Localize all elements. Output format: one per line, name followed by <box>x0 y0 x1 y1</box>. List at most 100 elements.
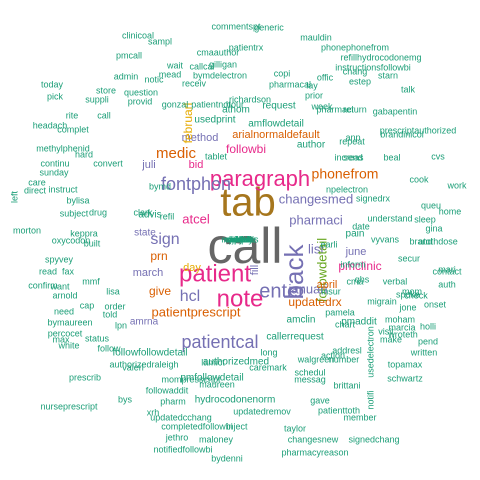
word-patient: patient <box>179 260 251 287</box>
word-pharmaci: pharmaci <box>289 212 343 227</box>
word-subject: subject <box>60 208 89 218</box>
word-methylphenid: methylphenid <box>36 143 90 153</box>
word-qhs: qhs <box>355 274 370 284</box>
word-mari: mari <box>438 264 456 274</box>
word-pharmacal: pharmacal <box>269 79 311 89</box>
word-june: june <box>345 246 367 258</box>
word-pmaddit: pmaddit <box>341 317 377 328</box>
word-patienttoth: patienttoth <box>318 405 360 415</box>
word-cmaauthor: cmaauthor <box>197 47 240 57</box>
word-pmfollowdetail: pmfollowdetail <box>180 373 243 384</box>
word-told: told <box>103 309 118 319</box>
word-patientrx: patientrx <box>229 42 264 52</box>
word-left: left <box>9 191 19 204</box>
word-mauldin: mauldin <box>300 32 332 42</box>
word-qhrs: qhrs <box>231 234 249 244</box>
word-updatedcchang: updatedcchang <box>150 412 212 422</box>
word-npelectron: npelectron <box>326 184 368 194</box>
word-secur: secur <box>398 253 420 263</box>
word-brandinicol: brandinicol <box>380 129 424 139</box>
word-call: call <box>97 110 111 120</box>
word-pain: pain <box>346 229 365 240</box>
word-changesmed: changesmed <box>279 191 353 206</box>
word-patientnot: patientnot <box>191 99 231 109</box>
word-method: method <box>182 132 219 144</box>
word-fnp: fnp <box>234 234 247 244</box>
word-care: care <box>28 177 46 187</box>
word-headach: headach <box>33 120 68 130</box>
word-atothdose: atothdose <box>418 236 458 246</box>
word-reason: reason <box>226 234 254 244</box>
word-migrain: migrain <box>367 296 397 306</box>
word-starn: starn <box>378 70 398 80</box>
word-fill: fill <box>249 265 261 275</box>
word-continu: continu <box>40 158 69 168</box>
word-long: long <box>260 347 277 357</box>
word-amflowdetail: amflowdetail <box>248 119 304 130</box>
word-gonzal: gonzal <box>162 99 189 109</box>
word-gina: gina <box>425 223 442 233</box>
word-medic: medic <box>156 145 197 162</box>
word-bydenni: bydenni <box>211 453 243 463</box>
word-notifi: notifi <box>365 390 375 409</box>
word-store: store <box>96 85 116 95</box>
word-talk: talk <box>401 84 416 94</box>
word-make: make <box>380 334 402 344</box>
word-mead: mead <box>159 69 182 79</box>
word-lowe: lowe <box>231 234 250 244</box>
word-caremark: caremark <box>249 362 287 372</box>
word-fontphon: fontphon <box>161 174 231 194</box>
word-gave: gave <box>310 395 330 405</box>
word-followdetail: followdetail <box>314 238 329 302</box>
word-addresl: addresl <box>332 345 362 355</box>
word-work: work <box>446 180 467 190</box>
word-brand: brand <box>409 236 432 246</box>
word-orhcl: orhcl <box>230 234 250 244</box>
word-written: written <box>410 347 438 357</box>
word-atcel: atcel <box>182 211 210 226</box>
word-status: status <box>85 333 110 343</box>
word-pend: pend <box>418 336 438 346</box>
word-amclin: amclin <box>287 315 316 326</box>
word-day: day <box>183 262 201 274</box>
word-oxycodon: oxycodon <box>52 235 91 245</box>
word-increas: increas <box>334 152 364 162</box>
word-prior: prior <box>305 90 323 100</box>
word-copi: copi <box>274 68 291 78</box>
word-refil: refil <box>160 211 175 221</box>
word-gilligan: gilligan <box>209 59 237 69</box>
word-mmf: mmf <box>82 276 100 286</box>
word-auth: auth <box>438 279 456 289</box>
word-action: action <box>321 350 345 360</box>
word-callcal: callcal <box>189 61 214 71</box>
word-rhonda: rhonda <box>226 234 254 244</box>
word-note: note <box>217 285 264 312</box>
word-road: road <box>231 234 249 244</box>
word-signedrx: signedrx <box>356 193 391 203</box>
word-visit: visit <box>378 326 394 336</box>
word-read: read <box>39 266 57 276</box>
word-amrna: amrna <box>130 317 159 328</box>
word-prescrib: prescrib <box>69 372 101 382</box>
word-hcl: hcl <box>180 288 200 305</box>
word-offic: offic <box>317 72 334 82</box>
word-built: built <box>84 238 101 248</box>
word-back: back <box>279 244 309 300</box>
word-marcia: marcia <box>388 322 415 332</box>
word-updatedrx: updatedrx <box>288 295 341 309</box>
word-morton: morton <box>13 225 41 235</box>
word-direct: direct <box>24 185 47 195</box>
word-athom: athom <box>222 105 250 116</box>
word-return: return <box>343 104 367 114</box>
word-advis: advis <box>138 210 161 221</box>
word-want: want <box>49 281 70 291</box>
word-brittani: brittani <box>333 380 360 390</box>
word-rite: rite <box>66 110 79 120</box>
word-wait: wait <box>166 60 184 70</box>
word-date: date <box>352 221 370 231</box>
word-bid: bid <box>189 159 204 171</box>
word-usedprint: usedprint <box>194 115 235 126</box>
word-april: april <box>317 279 338 291</box>
word-jethro: jethro <box>165 432 189 442</box>
